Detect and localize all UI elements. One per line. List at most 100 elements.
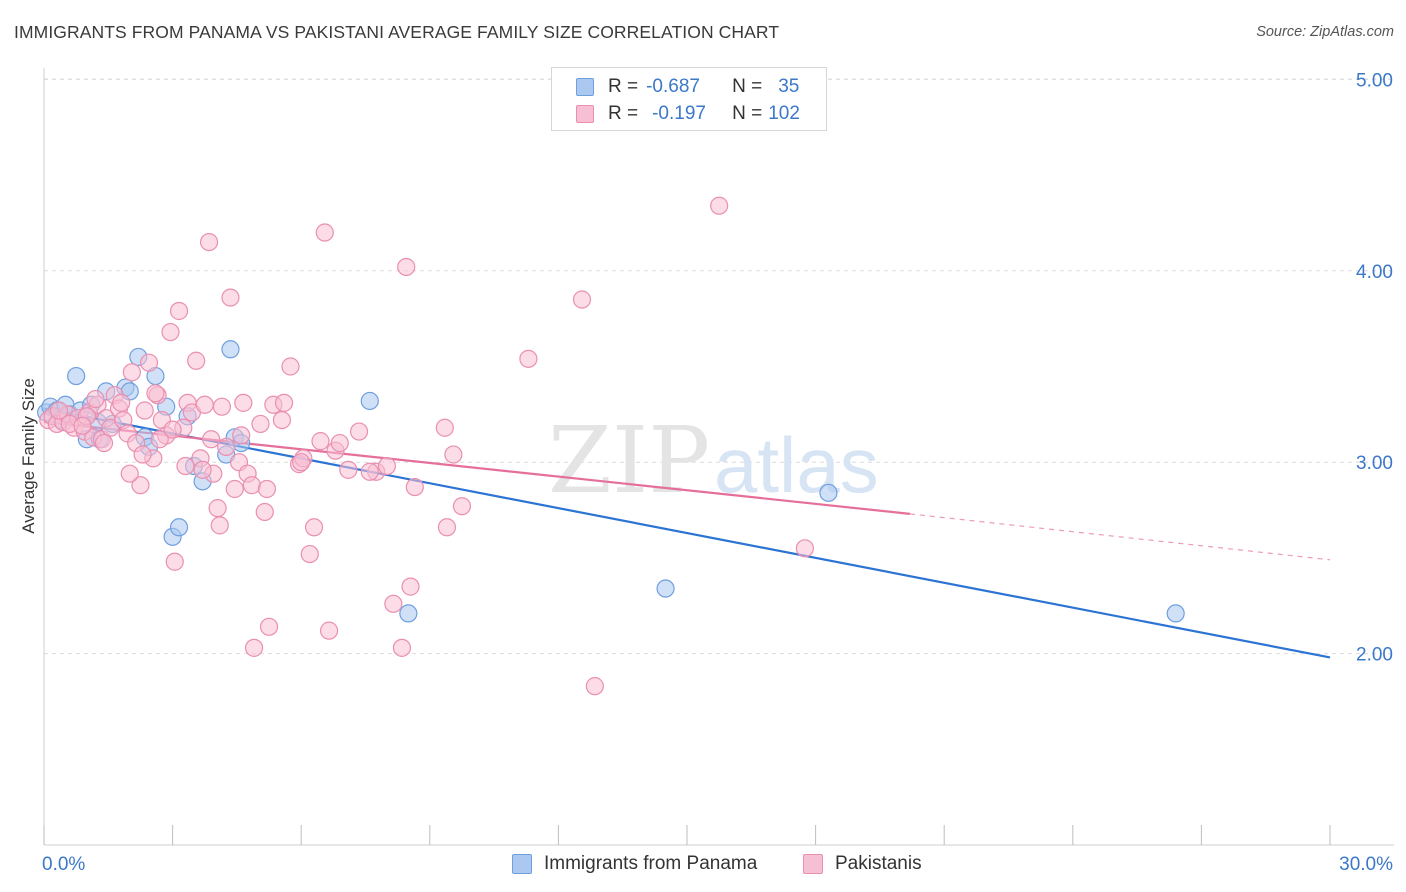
data-point: [199, 232, 219, 252]
data-point: [67, 366, 86, 386]
data-point: [435, 418, 454, 437]
data-point: [401, 577, 420, 596]
legend-row-pakistanis: R = -0.197 N = 102: [576, 102, 800, 126]
legend-swatch-pakistanis: [576, 105, 594, 123]
y-tick-label: 2.00: [1356, 645, 1393, 666]
legend-r-label: R =: [608, 76, 639, 97]
legend-n-value: 102: [768, 103, 800, 124]
data-point: [349, 422, 369, 441]
data-point: [251, 414, 270, 434]
data-point: [165, 552, 184, 571]
legend-r-value: -0.197: [652, 103, 706, 124]
data-point: [795, 539, 814, 558]
data-point: [300, 544, 319, 564]
data-point: [208, 499, 227, 518]
data-point: [139, 353, 159, 372]
data-point: [339, 460, 358, 479]
data-point: [122, 363, 141, 382]
bottom-legend-panama: Immigrants from Panama: [512, 852, 757, 876]
data-point: [221, 288, 240, 307]
data-point: [86, 389, 105, 409]
axes: 2.00 3.00 4.00 5.00 0.0% 30.0%: [42, 68, 1394, 875]
bottom-legend-label-pakistanis: Pakistanis: [835, 853, 922, 874]
x-tick-label-min: 0.0%: [42, 854, 85, 875]
series-pakistanis: [39, 196, 814, 696]
legend-row-panama: R = -0.687 N = 35: [576, 75, 799, 99]
data-point: [187, 351, 206, 370]
data-point: [195, 395, 214, 414]
data-point: [221, 340, 240, 359]
legend-n-label: N =: [732, 76, 763, 97]
bottom-legend-swatch-panama: [512, 854, 532, 874]
data-point: [232, 426, 251, 445]
data-point: [210, 516, 229, 535]
data-point: [193, 460, 212, 479]
data-points: [37, 196, 1185, 696]
y-axis-label: Average Family Size: [19, 378, 38, 534]
bottom-legend-label-panama: Immigrants from Panama: [544, 853, 758, 874]
data-point: [315, 223, 334, 242]
data-point: [585, 677, 604, 696]
data-point: [292, 453, 311, 472]
bottom-legend-pakistanis: Pakistanis: [803, 852, 922, 876]
data-point: [405, 477, 424, 497]
trend-lines: [43, 407, 1331, 659]
data-point: [656, 579, 675, 598]
data-point: [1166, 604, 1185, 623]
data-point: [274, 393, 294, 412]
data-point: [150, 430, 169, 449]
trend-line-extension: [909, 513, 1331, 561]
data-point: [377, 456, 397, 476]
y-tick-label: 5.00: [1356, 70, 1393, 91]
legend-swatch-panama: [576, 78, 594, 96]
data-point: [161, 322, 180, 342]
data-point: [259, 617, 279, 636]
data-point: [311, 432, 330, 451]
data-point: [444, 445, 463, 464]
data-point: [360, 391, 379, 411]
data-point: [437, 518, 457, 537]
data-point: [710, 196, 729, 215]
data-point: [176, 456, 195, 476]
data-point: [169, 518, 189, 537]
source-label: Source: ZipAtlas.com: [1256, 24, 1394, 40]
data-point: [225, 479, 244, 499]
data-point: [242, 476, 262, 495]
data-point: [319, 621, 339, 640]
data-point: [281, 357, 300, 376]
data-point: [360, 462, 379, 481]
legend-n-value: 35: [778, 76, 800, 97]
data-point: [146, 384, 165, 403]
x-tick-label-max: 30.0%: [1339, 854, 1393, 875]
data-point: [272, 410, 292, 430]
data-point: [169, 301, 189, 321]
data-point: [212, 397, 231, 416]
data-point: [572, 290, 592, 309]
data-point: [397, 257, 416, 277]
data-point: [330, 433, 349, 453]
watermark: ZIP atlas: [548, 407, 879, 514]
data-point: [244, 638, 264, 657]
legend-r-label: R =: [608, 103, 639, 124]
y-tick-label: 3.00: [1356, 453, 1393, 474]
data-point: [399, 604, 418, 623]
data-point: [452, 497, 472, 516]
watermark-atlas: atlas: [714, 421, 879, 509]
trend-line-panama: [43, 407, 1331, 659]
data-point: [131, 476, 150, 495]
data-point: [133, 445, 152, 464]
data-point: [392, 638, 412, 657]
data-point: [519, 349, 538, 368]
y-tick-label: 4.00: [1356, 262, 1393, 283]
watermark-zip: ZIP: [548, 407, 710, 514]
legend-n-label: N =: [732, 103, 763, 124]
data-point: [112, 393, 131, 412]
data-point: [73, 416, 92, 435]
data-point: [202, 430, 221, 449]
data-point: [120, 464, 139, 483]
data-point: [304, 518, 324, 537]
trend-line-pakistanis: [43, 420, 911, 515]
data-point: [384, 594, 403, 613]
data-point: [49, 401, 69, 420]
